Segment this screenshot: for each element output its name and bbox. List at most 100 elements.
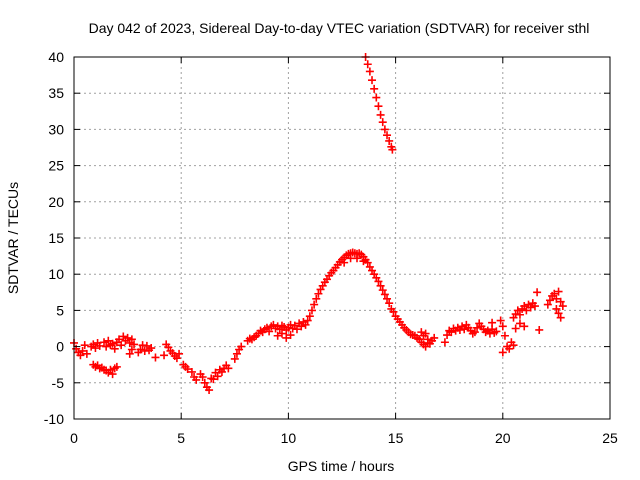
data-point [230,354,239,363]
y-tick-label: 10 [48,266,64,282]
data-point [554,309,563,318]
x-tick-label: 25 [602,430,618,446]
data-point [78,346,87,355]
data-point [297,322,306,331]
y-tick-label: -5 [52,375,65,391]
data-point [505,344,514,353]
data-point [187,367,196,376]
data-point [277,329,286,338]
data-point [443,331,452,340]
data-point [100,338,109,347]
y-tick-label: 25 [48,158,64,174]
data-point [526,303,535,312]
x-tick-label: 15 [388,430,404,446]
data-point [380,290,389,299]
data-point [388,145,397,154]
data-point [488,318,497,327]
data-point [389,307,398,316]
data-point [520,322,529,331]
data-point [473,323,482,332]
data-point [82,349,91,358]
data-point [385,299,394,308]
data-point [127,345,136,354]
data-point [117,341,126,350]
data-marks-layer [70,53,567,395]
data-point [365,67,374,76]
y-tick-label: 0 [56,339,64,355]
data-point [421,329,430,338]
data-point [104,336,113,345]
y-tick-label: 30 [48,121,64,137]
data-point [106,365,115,374]
data-point [127,335,136,344]
data-point [205,386,214,395]
data-point [301,320,310,329]
data-point [380,125,389,134]
data-point [368,76,377,85]
data-point [385,136,394,145]
data-point [543,300,552,309]
data-point [110,344,119,353]
data-point [492,327,501,336]
data-point [498,348,507,357]
data-point [515,319,524,328]
data-point [533,288,542,297]
data-point [314,289,323,298]
data-point [376,110,385,119]
data-point [545,296,554,305]
data-point [552,304,561,313]
data-point [136,345,145,354]
data-point [310,300,319,309]
data-point [556,297,565,306]
data-point [363,60,372,69]
data-point [520,302,529,311]
data-point [286,331,295,340]
data-point [378,118,387,127]
chart-title: Day 042 of 2023, Sidereal Day-to-day VTE… [89,20,590,36]
data-point [363,258,372,267]
data-point [430,333,439,342]
data-point [292,325,301,334]
data-point [112,362,121,371]
y-tick-label: 15 [48,230,64,246]
data-point [237,342,246,351]
data-point [119,332,128,341]
data-point [370,84,379,93]
data-point [378,286,387,295]
data-point [102,342,111,351]
data-point [123,333,132,342]
ticks-layer [73,56,611,420]
data-point [554,287,563,296]
data-point [440,338,449,347]
data-point [198,373,207,382]
x-tick-label: 0 [70,430,78,446]
data-point [232,349,241,358]
data-point [125,349,134,358]
data-point [151,353,160,362]
data-point [353,254,362,263]
data-point [80,341,89,350]
data-point [200,378,209,387]
data-point [172,354,181,363]
y-tick-label: 20 [48,194,64,210]
data-point [550,289,559,298]
data-point [552,294,561,303]
data-point [303,316,312,325]
data-point [535,325,544,334]
data-point [511,324,520,333]
data-point [522,306,531,315]
data-point [224,364,233,373]
data-point [496,316,505,325]
data-point [515,310,524,319]
data-point [183,365,192,374]
data-point [500,331,509,340]
y-tick-label: 35 [48,85,64,101]
data-point [76,351,85,360]
data-point [312,294,321,303]
y-axis-label: SDTVAR / TECUs [5,182,21,294]
x-axis-label: GPS time / hours [288,458,395,474]
y-tick-label: 5 [56,302,64,318]
data-point [282,333,291,342]
